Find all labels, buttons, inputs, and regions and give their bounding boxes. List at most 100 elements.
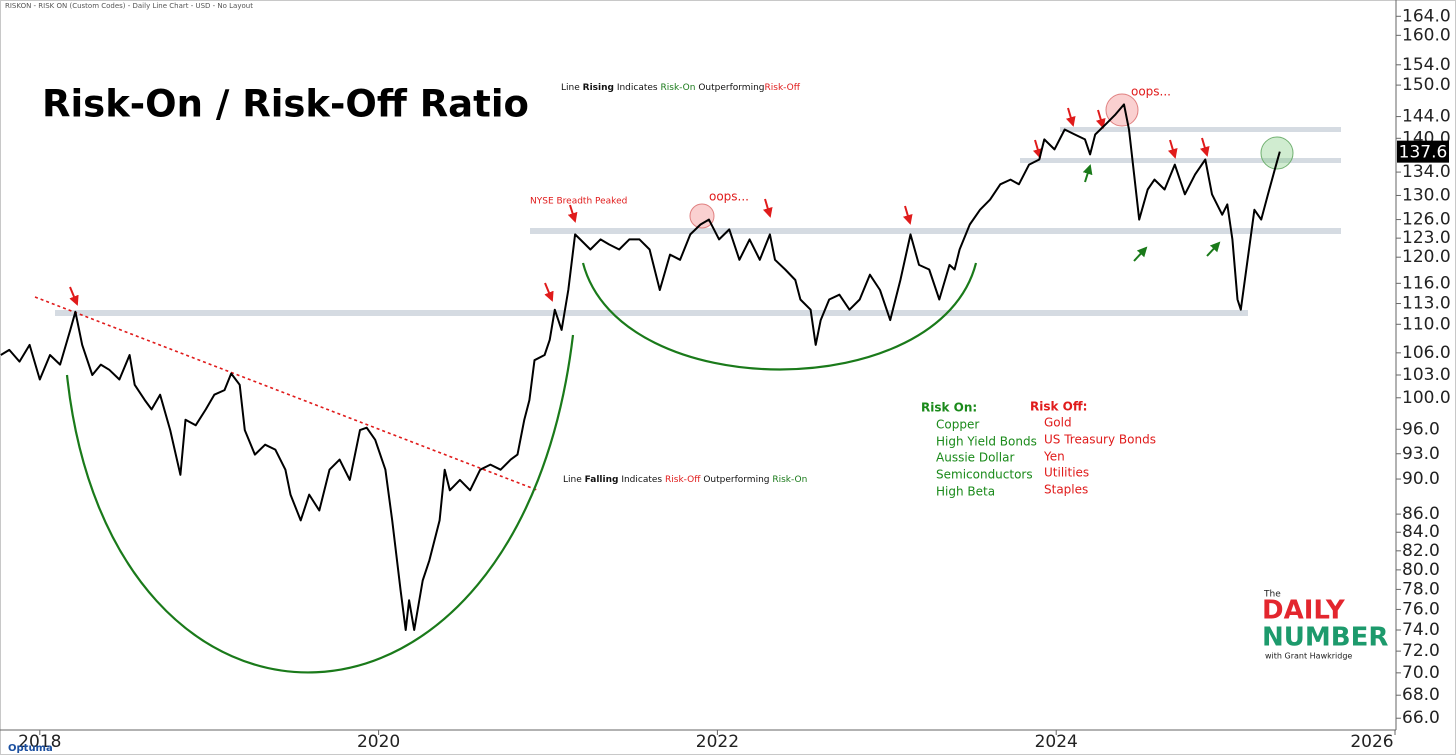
y-tick-label: 68.0 xyxy=(1402,685,1440,705)
red-arrows xyxy=(69,107,1210,306)
arrow xyxy=(567,204,578,223)
y-tick-label: 103.0 xyxy=(1402,365,1451,385)
list-item: Gold xyxy=(1044,416,1072,430)
y-tick-label: 74.0 xyxy=(1402,620,1440,640)
list-item: US Treasury Bonds xyxy=(1044,433,1156,447)
x-tick-label: 2020 xyxy=(357,732,400,752)
list-item: High Beta xyxy=(936,485,995,499)
list-title: Risk On: xyxy=(921,401,977,415)
chart-title: Risk-On / Risk-Off Ratio xyxy=(42,83,529,126)
y-tick-label: 144.0 xyxy=(1402,107,1451,127)
x-tick-label: 2018 xyxy=(18,732,61,752)
arrow xyxy=(1167,139,1178,159)
y-tick-label: 93.0 xyxy=(1402,444,1440,464)
y-tick-label: 110.0 xyxy=(1402,314,1451,334)
oops-note: oops... xyxy=(709,190,749,204)
last-value-box xyxy=(1397,140,1449,163)
arrow xyxy=(69,286,79,306)
note-part: Risk-Off xyxy=(765,83,801,93)
note-part: Risk-On xyxy=(772,475,807,485)
y-tick-label: 78.0 xyxy=(1402,579,1440,599)
y-tick-label: 84.0 xyxy=(1402,522,1440,542)
risk-on-list: Risk On: Copper High Yield Bonds Aussie … xyxy=(921,401,1037,499)
y-tick-label: 72.0 xyxy=(1402,641,1440,661)
last-value-label: 137.6 xyxy=(1399,143,1448,163)
rising-note: Line Rising Indicates Risk-On Outperform… xyxy=(561,83,801,93)
y-tick-label: 66.0 xyxy=(1402,708,1440,728)
list-item: Yen xyxy=(1043,450,1065,464)
plot: 137.6 xyxy=(0,103,1449,631)
list-item: Staples xyxy=(1044,483,1088,497)
arrow xyxy=(1095,109,1106,129)
y-tick-label: 90.0 xyxy=(1402,469,1440,489)
note-part: Outperforming xyxy=(698,83,764,93)
base-arc xyxy=(65,334,575,674)
list-item: Aussie Dollar xyxy=(936,451,1014,465)
support-band xyxy=(1020,158,1341,163)
list-item: Copper xyxy=(936,418,979,432)
support-band xyxy=(55,310,1248,316)
logo: The DAILY NUMBER with Grant Hawkridge xyxy=(1262,590,1388,661)
risk-off-list: Risk Off: Gold US Treasury Bonds Yen Uti… xyxy=(1030,400,1156,497)
note-part: Indicates xyxy=(617,83,658,93)
y-tick-label: 96.0 xyxy=(1402,419,1440,439)
logo-daily: DAILY xyxy=(1262,596,1346,626)
arrow xyxy=(1065,107,1076,127)
oops-note: oops... xyxy=(1131,85,1171,99)
note-part: Line xyxy=(563,475,582,485)
note-part: Line xyxy=(561,83,580,93)
x-tick-label: 2024 xyxy=(1035,732,1078,752)
y-tick-label: 113.0 xyxy=(1402,294,1451,314)
logo-the: The xyxy=(1263,590,1281,600)
source: Optuma xyxy=(8,743,53,754)
y-tick-label: 100.0 xyxy=(1402,388,1451,408)
y-tick-label: 86.0 xyxy=(1402,504,1440,524)
y-tick-label: 160.0 xyxy=(1402,25,1451,45)
note-part: Rising xyxy=(583,83,614,93)
logo-number: NUMBER xyxy=(1262,623,1388,653)
note-part: Outperforming xyxy=(703,475,769,485)
header: RISKON - RISK ON (Custom Codes) - Daily … xyxy=(5,2,253,10)
arrow xyxy=(762,198,773,218)
y-tick-label: 116.0 xyxy=(1402,273,1451,293)
y-tick-label: 80.0 xyxy=(1402,560,1440,580)
support-band xyxy=(1060,127,1341,132)
note-part: Falling xyxy=(585,475,619,485)
arrow xyxy=(544,282,554,302)
list-item: High Yield Bonds xyxy=(936,435,1037,449)
y-tick-label: 130.0 xyxy=(1402,185,1451,205)
note-part: Indicates xyxy=(621,475,662,485)
y-tick-label: 150.0 xyxy=(1402,75,1451,95)
falling-note: Line Falling Indicates Risk-Off Outperfo… xyxy=(563,475,807,485)
base-arc xyxy=(581,262,978,371)
green-arrows xyxy=(1082,164,1221,262)
y-tick-label: 120.0 xyxy=(1402,247,1451,267)
ticks: 66.0 68.070.072.074.076.078.080.082.084.0… xyxy=(18,6,1450,752)
arrow xyxy=(1206,241,1221,257)
highlight-circle xyxy=(689,203,715,229)
arrow xyxy=(1032,139,1043,159)
list-item: Utilities xyxy=(1044,466,1089,480)
x-tick-label: 2022 xyxy=(696,732,739,752)
arrow xyxy=(1133,246,1148,262)
breadth-note: NYSE Breadth Peaked xyxy=(530,197,627,207)
y-tick-label: 106.0 xyxy=(1402,343,1451,363)
arrow xyxy=(1082,164,1093,183)
y-tick-label: 164.0 xyxy=(1402,6,1451,26)
y-tick-label: 154.0 xyxy=(1402,55,1451,75)
note-part: Risk-Off xyxy=(665,475,701,485)
support-band xyxy=(530,228,1341,234)
x-tick-label: 2026 xyxy=(1350,732,1393,752)
y-tick-label: 134.0 xyxy=(1402,162,1451,182)
list-item: Semiconductors xyxy=(936,468,1033,482)
arrow xyxy=(1199,137,1210,157)
y-tick-label: 70.0 xyxy=(1402,663,1440,683)
logo-byline: with Grant Hawkridge xyxy=(1265,652,1352,661)
y-tick-label: 123.0 xyxy=(1402,228,1451,248)
note-part: Risk-On xyxy=(661,83,696,93)
highlight-circle xyxy=(1105,93,1139,127)
y-tick-label: 126.0 xyxy=(1402,210,1451,230)
highlight-circle xyxy=(1260,136,1294,170)
